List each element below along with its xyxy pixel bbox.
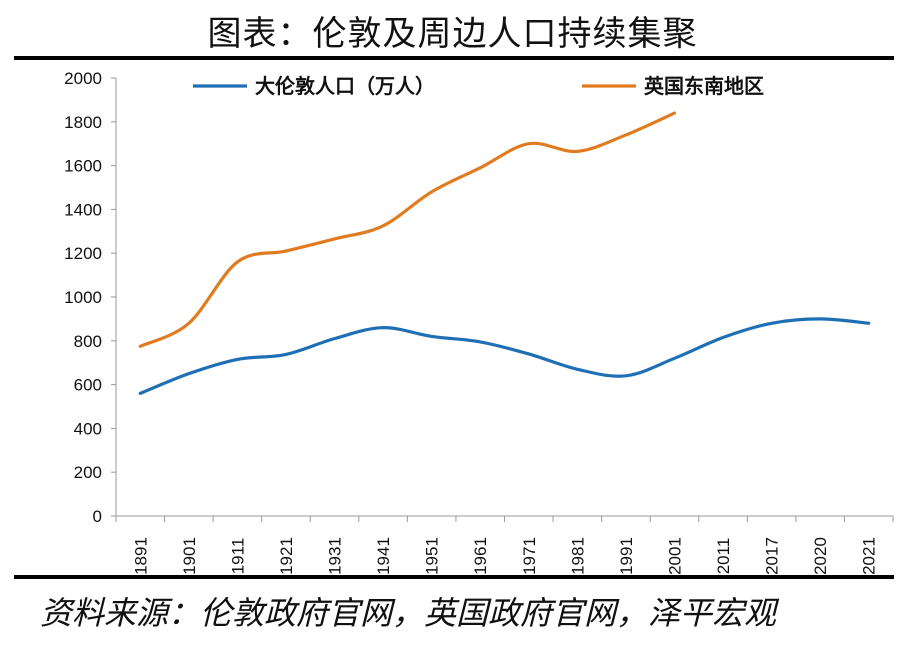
chart-title: 图表：伦敦及周边人口持续集聚 <box>207 14 698 54</box>
x-tick-label: 1991 <box>617 537 636 575</box>
x-tick-label: 1951 <box>423 537 442 575</box>
x-tick-label: 2020 <box>811 537 830 575</box>
legend-label-2: 英国东南地区 <box>644 74 764 98</box>
y-tick-label: 0 <box>93 507 102 526</box>
y-tick-label: 400 <box>74 419 102 438</box>
y-tick-label: 1800 <box>64 113 102 132</box>
x-tick-label: 1911 <box>228 538 247 575</box>
x-tick-label: 2011 <box>714 538 733 575</box>
x-tick-label: 2017 <box>763 537 782 575</box>
y-tick-label: 1000 <box>64 288 102 307</box>
x-tick-label: 2001 <box>665 537 684 575</box>
x-tick-label: 1891 <box>131 537 150 575</box>
series-line-1 <box>138 317 871 395</box>
x-tick-label: 1941 <box>374 537 393 575</box>
series-line-2 <box>138 111 677 348</box>
y-tick-label: 1600 <box>64 157 102 176</box>
top-divider <box>14 56 894 60</box>
x-tick-label: 2021 <box>860 537 879 575</box>
x-tick-label: 1971 <box>520 537 539 575</box>
x-tick-label: 1901 <box>180 537 199 575</box>
y-tick-label: 600 <box>74 376 102 395</box>
y-tick-label: 1400 <box>64 200 102 219</box>
y-tick-label: 200 <box>74 463 102 482</box>
bottom-divider <box>14 575 894 579</box>
x-tick-label: 1921 <box>277 537 296 575</box>
y-tick-label: 1200 <box>64 244 102 263</box>
x-tick-label: 1981 <box>568 537 587 575</box>
y-tick-label: 2000 <box>64 69 102 88</box>
x-tick-label: 1931 <box>326 537 345 575</box>
x-tick-label: 1961 <box>471 537 490 575</box>
y-tick-label: 800 <box>74 332 102 351</box>
legend-label-1: 大伦敦人口（万人） <box>255 74 435 98</box>
source-note: 资料来源：伦敦政府官网，英国政府官网，泽平宏观 <box>40 594 777 632</box>
